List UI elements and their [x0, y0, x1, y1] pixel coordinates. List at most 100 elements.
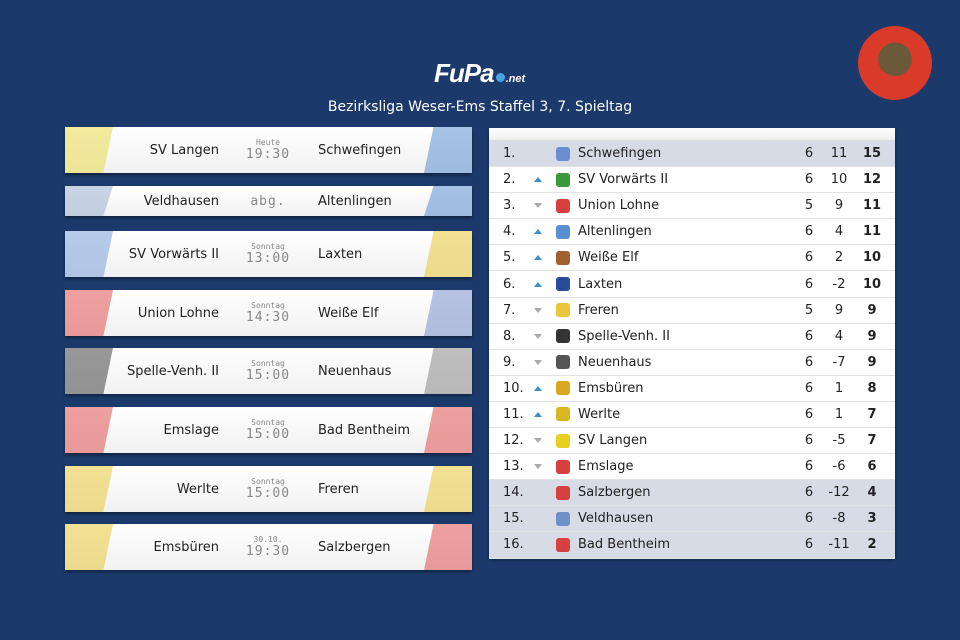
home-team: SV Langen [149, 142, 219, 158]
away-team: Laxten [318, 246, 363, 262]
match-card[interactable]: Veldhausen abg. Altenlingen [65, 186, 472, 216]
table-row[interactable]: 2. SV Vorwärts II 6 10 12 [489, 167, 895, 194]
table-row[interactable]: 6. Laxten 6 -2 10 [489, 271, 895, 298]
team-crest-icon [556, 511, 570, 526]
team-name: Spelle-Venh. II [578, 328, 670, 344]
table-row[interactable]: 13. Emslage 6 -6 6 [489, 454, 895, 481]
played: 6 [804, 146, 814, 162]
match-card[interactable]: Werlte Sonntag 15:00 Freren [65, 466, 472, 512]
away-crest-icon [424, 231, 472, 277]
match-card[interactable]: Emslage Sonntag 15:00 Bad Bentheim [65, 407, 472, 453]
away-team: Salzbergen [318, 539, 391, 555]
match-time: Sonntag 14:30 [240, 301, 296, 325]
points: 10 [862, 276, 882, 292]
table-row[interactable]: 12. SV Langen 6 -5 7 [489, 428, 895, 455]
goal-difference: -11 [828, 537, 850, 553]
team-name: Salzbergen [578, 485, 651, 501]
team-name: Freren [578, 302, 619, 318]
trend-up-icon [534, 255, 542, 261]
table-row[interactable]: 11. Werlte 6 1 7 [489, 402, 895, 429]
position: 9. [503, 354, 516, 370]
table-row[interactable]: 14. Salzbergen 6 -12 4 [489, 480, 895, 507]
points: 8 [867, 380, 877, 396]
team-crest-icon [556, 224, 570, 239]
points: 10 [862, 250, 882, 266]
played: 6 [804, 276, 814, 292]
goal-difference: -7 [832, 354, 846, 370]
away-team: Neuenhaus [318, 363, 392, 379]
away-crest-icon [424, 407, 472, 453]
trend-down-icon [534, 203, 542, 209]
trend-up-icon [534, 177, 542, 183]
kickoff: 15:00 [245, 427, 291, 442]
team-name: Emsbüren [578, 380, 644, 396]
match-card[interactable]: Spelle-Venh. II Sonntag 15:00 Neuenhaus [65, 348, 472, 394]
away-team: Bad Bentheim [318, 422, 411, 438]
team-crest-icon [556, 537, 570, 552]
table-row[interactable]: 10. Emsbüren 6 1 8 [489, 376, 895, 402]
position: 11. [503, 406, 524, 422]
table-row[interactable]: 4. Altenlingen 6 4 11 [489, 219, 895, 246]
team-crest-icon [556, 329, 570, 344]
match-time: Sonntag 13:00 [240, 242, 296, 266]
away-crest-icon [424, 127, 472, 173]
team-name: SV Langen [578, 433, 648, 449]
team-name: Laxten [578, 276, 623, 292]
team-name: Veldhausen [578, 511, 654, 527]
match-card[interactable]: SV Langen Heute 19:30 Schwefingen [65, 127, 472, 173]
goal-difference: 9 [834, 302, 844, 318]
home-crest-icon [65, 524, 113, 570]
table-row[interactable]: 7. Freren 5 9 9 [489, 298, 895, 324]
match-card[interactable]: Union Lohne Sonntag 14:30 Weiße Elf [65, 290, 472, 336]
match-card[interactable]: SV Vorwärts II Sonntag 13:00 Laxten [65, 231, 472, 277]
played: 5 [804, 198, 814, 214]
away-team: Weiße Elf [318, 305, 379, 321]
kickoff: abg. [250, 193, 286, 209]
goal-difference: 11 [830, 146, 848, 162]
away-crest-icon [424, 186, 472, 216]
table-row[interactable]: 1. Schwefingen 6 11 15 [489, 141, 895, 168]
avatar [858, 26, 932, 100]
match-time: abg. [240, 194, 296, 209]
goal-difference: -8 [832, 511, 846, 527]
position: 4. [503, 224, 516, 240]
match-day: 30.10. [253, 535, 283, 544]
played: 6 [804, 380, 814, 396]
trend-down-icon [534, 333, 542, 339]
played: 6 [804, 406, 814, 422]
team-crest-icon [556, 303, 570, 318]
home-crest-icon [65, 186, 113, 216]
home-crest-icon [65, 466, 113, 512]
away-crest-icon [424, 466, 472, 512]
table-row[interactable]: 3. Union Lohne 5 9 11 [489, 193, 895, 220]
table-row[interactable]: 15. Veldhausen 6 -8 3 [489, 506, 895, 533]
goal-difference: 4 [834, 328, 844, 344]
team-crest-icon [556, 198, 570, 213]
table-row[interactable]: 9. Neuenhaus 6 -7 9 [489, 350, 895, 376]
position: 6. [503, 276, 516, 292]
goal-difference: -12 [828, 485, 850, 501]
fupa-logo[interactable]: FuPa .net [434, 58, 526, 88]
kickoff: 13:00 [245, 251, 291, 266]
team-crest-icon [556, 459, 570, 474]
points: 4 [867, 485, 877, 501]
home-crest-icon [65, 290, 113, 336]
points: 9 [867, 354, 877, 370]
kickoff: 14:30 [245, 310, 291, 325]
table-row[interactable]: 16. Bad Bentheim 6 -11 2 [489, 532, 895, 559]
team-crest-icon [556, 485, 570, 500]
home-team: Veldhausen [143, 193, 219, 209]
goal-difference: 1 [834, 380, 844, 396]
match-day: Heute [255, 138, 281, 147]
table-row[interactable]: 8. Spelle-Venh. II 6 4 9 [489, 324, 895, 350]
match-time: Heute 19:30 [240, 138, 296, 162]
away-crest-icon [424, 524, 472, 570]
team-name: Union Lohne [578, 198, 660, 214]
match-card[interactable]: Emsbüren 30.10. 19:30 Salzbergen [65, 524, 472, 570]
match-time: Sonntag 15:00 [240, 477, 296, 501]
position: 1. [503, 146, 516, 162]
goal-difference: 4 [834, 224, 844, 240]
table-row[interactable]: 5. Weiße Elf 6 2 10 [489, 245, 895, 272]
team-crest-icon [556, 277, 570, 292]
match-day: Sonntag [251, 477, 285, 486]
